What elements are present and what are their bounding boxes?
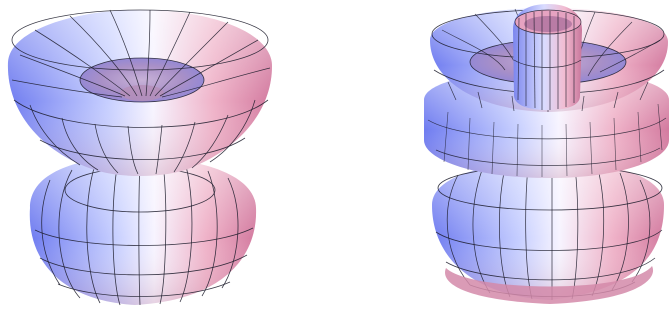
right-lobed-surface [424,4,669,304]
right-central-tube [513,4,582,110]
right-lower-ring [445,266,654,304]
left-bottom-lobe [29,156,257,306]
left-top-lobe [7,9,272,176]
left-lobed-surface [7,9,272,306]
